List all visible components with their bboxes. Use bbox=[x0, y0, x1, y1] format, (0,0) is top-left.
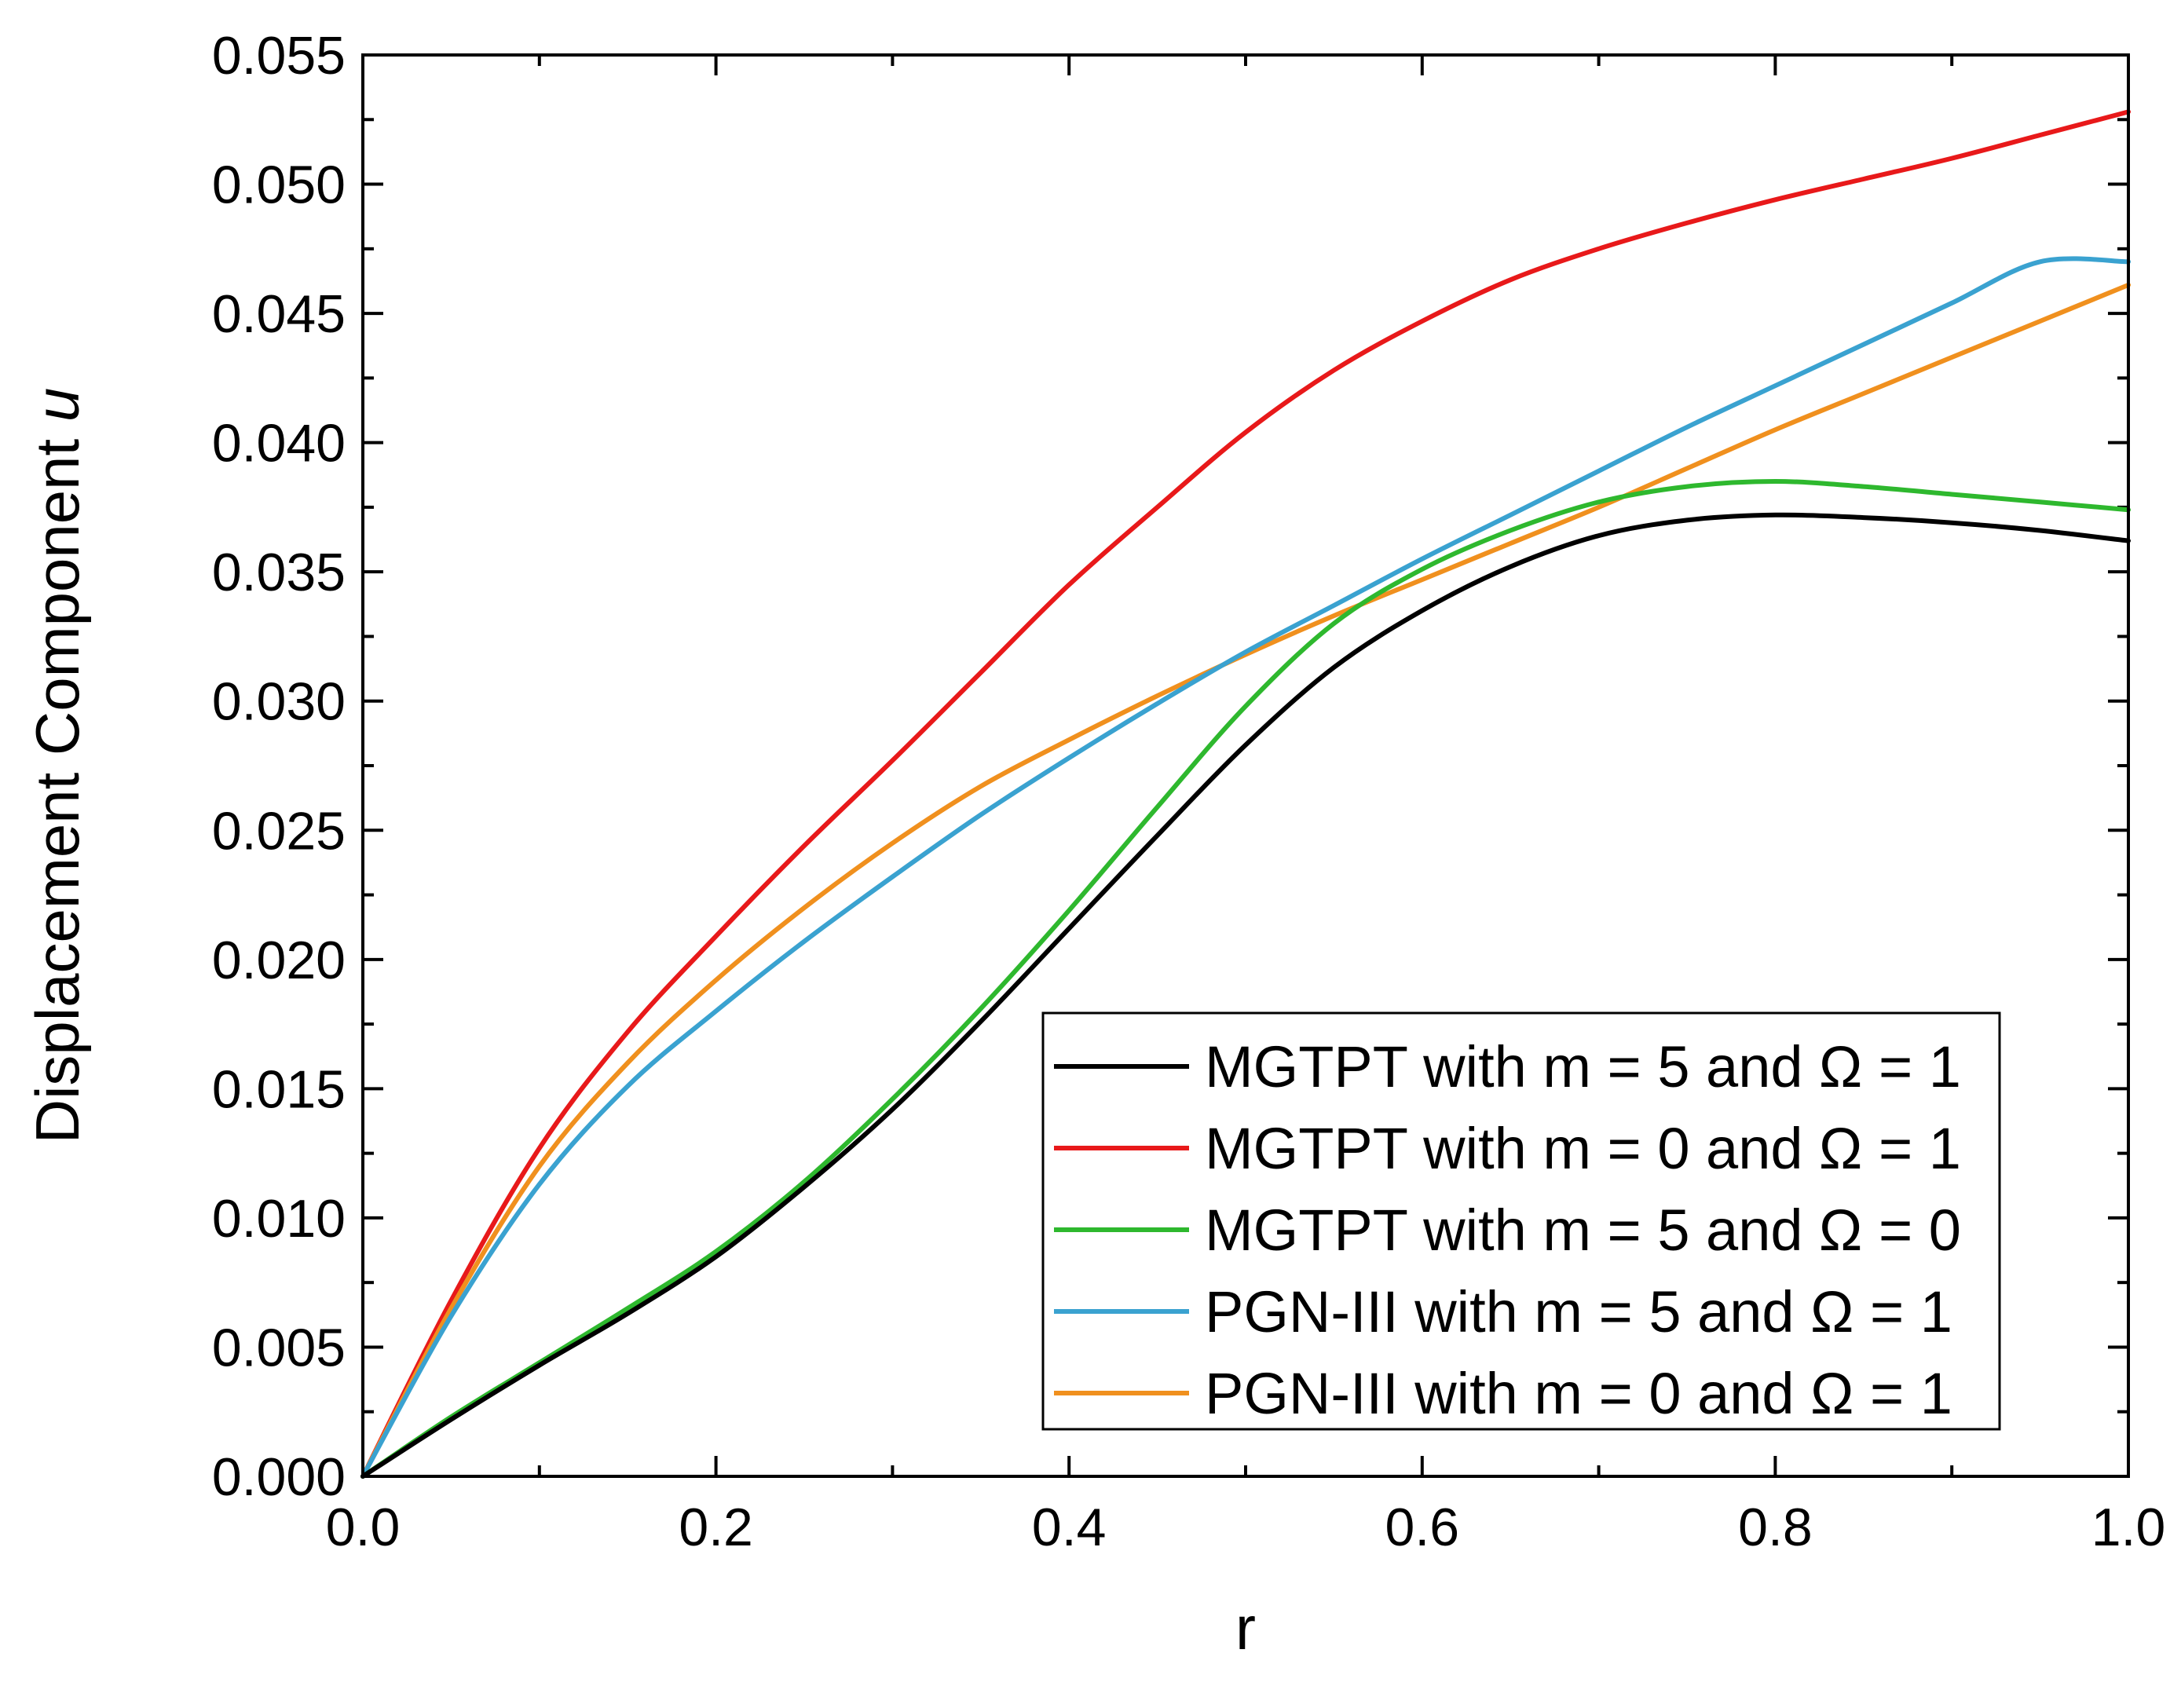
x-axis-title: r bbox=[1235, 1593, 1256, 1662]
legend: MGTPT with m = 5 and Ω = 1 MGTPT with m =… bbox=[1041, 1011, 2001, 1431]
y-tick-label: 0.055 bbox=[212, 26, 346, 86]
plot-frame bbox=[361, 53, 2130, 1478]
y-tick-label: 0.040 bbox=[212, 414, 346, 474]
legend-box bbox=[1041, 1011, 2001, 1431]
y-tick-label: 0.005 bbox=[212, 1318, 346, 1377]
series-line bbox=[360, 512, 2131, 1479]
y-tick-label: 0.045 bbox=[212, 284, 346, 344]
series-lines bbox=[360, 109, 2131, 1479]
y-axis-title-main: Displacement Component bbox=[23, 422, 92, 1143]
x-tick-label: 0.6 bbox=[1385, 1498, 1460, 1557]
x-tick-label: 0.4 bbox=[1032, 1498, 1107, 1557]
y-axis-title: Displacement Component u bbox=[23, 388, 92, 1144]
legend-label: PGN-III with m = 0 and Ω = 1 bbox=[1205, 1361, 1952, 1426]
series-line bbox=[360, 256, 2131, 1479]
y-tick-label: 0.000 bbox=[212, 1447, 346, 1507]
y-tick-label: 0.010 bbox=[212, 1189, 346, 1249]
x-tick-label: 0.2 bbox=[679, 1498, 753, 1557]
series-line bbox=[360, 109, 2131, 1479]
y-tick-label: 0.025 bbox=[212, 801, 346, 861]
legend-label: MGTPT with m = 0 and Ω = 1 bbox=[1205, 1116, 1961, 1181]
x-tick-label: 0.0 bbox=[326, 1498, 401, 1557]
series-line bbox=[360, 479, 2131, 1479]
legend-label: PGN-III with m = 5 and Ω = 1 bbox=[1205, 1279, 1952, 1344]
tick-labels: 0.0 0.2 0.4 0.6 0.8 1.0 0.000 0.005 0.010 0.015 0.… bbox=[212, 26, 2165, 1557]
x-tick-label: 0.8 bbox=[1738, 1498, 1813, 1557]
y-tick-label: 0.035 bbox=[212, 543, 346, 602]
legend-label: MGTPT with m = 5 and Ω = 0 bbox=[1205, 1198, 1961, 1263]
x-tick-label: 1.0 bbox=[2091, 1498, 2166, 1557]
y-tick-label: 0.015 bbox=[212, 1059, 346, 1119]
y-tick-label: 0.030 bbox=[212, 672, 346, 732]
y-tick-label: 0.020 bbox=[212, 931, 346, 990]
legend-label: MGTPT with m = 5 and Ω = 1 bbox=[1205, 1034, 1961, 1099]
y-tick-label: 0.050 bbox=[212, 155, 346, 215]
y-axis-title-symbol: u bbox=[23, 388, 92, 422]
